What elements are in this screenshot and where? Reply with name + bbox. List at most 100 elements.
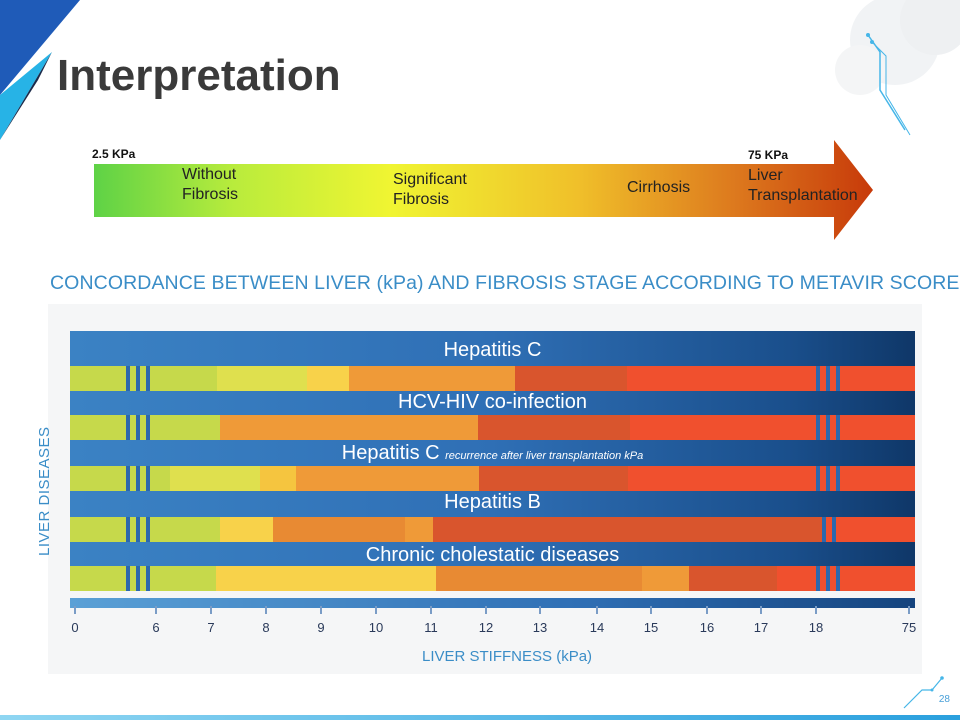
bar-segment	[273, 517, 405, 542]
stiffness-bar-hepatitis-b	[70, 517, 915, 542]
bar-segment	[433, 517, 823, 542]
bar-segment	[777, 566, 915, 591]
disease-title-hepatitis-c-recurrence: Hepatitis C recurrence after liver trans…	[70, 440, 915, 467]
bar-segment	[296, 466, 479, 491]
page-number: 28	[938, 694, 950, 705]
bar-segment	[630, 415, 915, 440]
bar-segment	[823, 517, 915, 542]
axis-break-stripe	[816, 366, 820, 391]
x-axis-tick	[74, 606, 76, 614]
stiffness-bar-hcv-hiv	[70, 415, 915, 440]
disease-name: Hepatitis B	[444, 491, 541, 513]
bar-segment	[307, 366, 349, 391]
bar-segment	[436, 566, 642, 591]
axis-break-stripe	[836, 466, 840, 491]
stage-label-liver-transplantation: Liver Transplantation	[748, 167, 858, 204]
x-axis-tick	[596, 606, 598, 614]
scale-start-label: 2.5 KPa	[92, 147, 136, 161]
disease-title-cholestatic: Chronic cholestatic diseases	[70, 542, 915, 569]
x-axis-tick	[265, 606, 267, 614]
x-axis-tick	[760, 606, 762, 614]
disease-name: Hepatitis C	[443, 339, 542, 361]
corner-decoration	[0, 0, 80, 140]
disease-name: Chronic cholestatic diseases	[365, 544, 620, 566]
page-title: Interpretation	[57, 51, 341, 100]
axis-break-stripe	[822, 517, 826, 542]
stiffness-bar-cholestatic	[70, 566, 915, 591]
axis-break-stripe	[136, 466, 140, 491]
axis-break-stripe	[136, 366, 140, 391]
x-axis-tick-label: 0	[71, 620, 79, 635]
y-axis-label: LIVER DISEASES	[36, 426, 53, 556]
axis-break-stripe	[126, 466, 130, 491]
bar-segment	[642, 566, 689, 591]
axis-break-stripe	[126, 517, 130, 542]
x-axis-tick	[320, 606, 322, 614]
axis-break-stripe	[816, 466, 820, 491]
bar-segment	[628, 466, 915, 491]
x-axis-tick-label: 6	[152, 620, 160, 635]
bar-segment	[170, 466, 260, 491]
disease-name: HCV-HIV co-infection	[398, 391, 587, 413]
bar-segment	[405, 517, 433, 542]
x-axis-tick	[375, 606, 377, 614]
axis-break-stripe	[136, 566, 140, 591]
x-axis-tick-label: 18	[808, 620, 824, 635]
axis-break-stripe	[136, 415, 140, 440]
x-axis-tick-label: 15	[643, 620, 659, 635]
bar-segment	[217, 366, 307, 391]
stage-label-cirrhosis: Cirrhosis	[627, 179, 691, 196]
x-axis-tick	[485, 606, 487, 614]
bar-segment	[70, 366, 217, 391]
disease-title-hcv-hiv: HCV-HIV co-infection	[70, 389, 915, 416]
x-axis-tick-label: 8	[262, 620, 270, 635]
stage-label-significant-fibrosis: Significant Fibrosis	[393, 171, 467, 208]
x-axis-bar	[70, 598, 915, 608]
axis-break-stripe	[826, 415, 830, 440]
axis-break-stripe	[816, 566, 820, 591]
x-axis-tick-label: 7	[207, 620, 215, 635]
axis-break-stripe	[146, 517, 150, 542]
bar-segment	[627, 366, 915, 391]
axis-break-stripe	[136, 517, 140, 542]
bar-segment	[70, 466, 170, 491]
bar-segment	[70, 415, 220, 440]
x-axis-tick-label: 16	[699, 620, 715, 635]
x-axis-tick-label: 12	[478, 620, 494, 635]
axis-break-stripe	[146, 366, 150, 391]
axis-break-stripe	[146, 566, 150, 591]
disease-title-hepatitis-c: Hepatitis C	[70, 337, 915, 364]
x-axis-label: LIVER STIFFNESS (kPa)	[422, 648, 593, 665]
corner-circuit-decoration	[903, 676, 944, 709]
concordance-chart: Hepatitis C HCV-HIV co-infection Hepatit…	[70, 331, 915, 591]
x-axis-tick-label: 14	[589, 620, 605, 635]
disease-subtitle: recurrence after liver transplantation k…	[445, 450, 644, 462]
circuit-decoration	[835, 0, 960, 136]
scale-end-label: 75 KPa	[748, 148, 789, 162]
disease-name: Hepatitis C	[341, 442, 440, 464]
bar-segment	[349, 366, 515, 391]
axis-break-stripe	[826, 566, 830, 591]
x-axis-tick-label: 10	[368, 620, 384, 635]
x-axis-tick	[650, 606, 652, 614]
axis-break-stripe	[126, 366, 130, 391]
x-axis-tick-label: 13	[532, 620, 548, 635]
axis-break-stripe	[836, 566, 840, 591]
x-axis-tick	[210, 606, 212, 614]
bar-segment	[479, 466, 628, 491]
bar-segment	[220, 517, 273, 542]
axis-break-stripe	[816, 415, 820, 440]
fibrosis-scale: 2.5 KPa 75 KPa Without Fibrosis Signific…	[88, 127, 873, 245]
x-axis-tick	[706, 606, 708, 614]
x-axis-tick-label: 75	[901, 620, 917, 635]
axis-break-stripe	[126, 415, 130, 440]
figure-heading: CONCORDANCE BETWEEN LIVER (kPa) AND FIBR…	[50, 272, 960, 294]
bar-segment	[478, 415, 630, 440]
bar-segment	[70, 566, 216, 591]
axis-break-stripe	[146, 466, 150, 491]
scale-arrow	[94, 140, 873, 240]
axis-break-stripe	[836, 415, 840, 440]
stage-label-without-fibrosis: Without Fibrosis	[182, 166, 239, 203]
bar-segment	[70, 517, 220, 542]
bar-segment	[260, 466, 296, 491]
